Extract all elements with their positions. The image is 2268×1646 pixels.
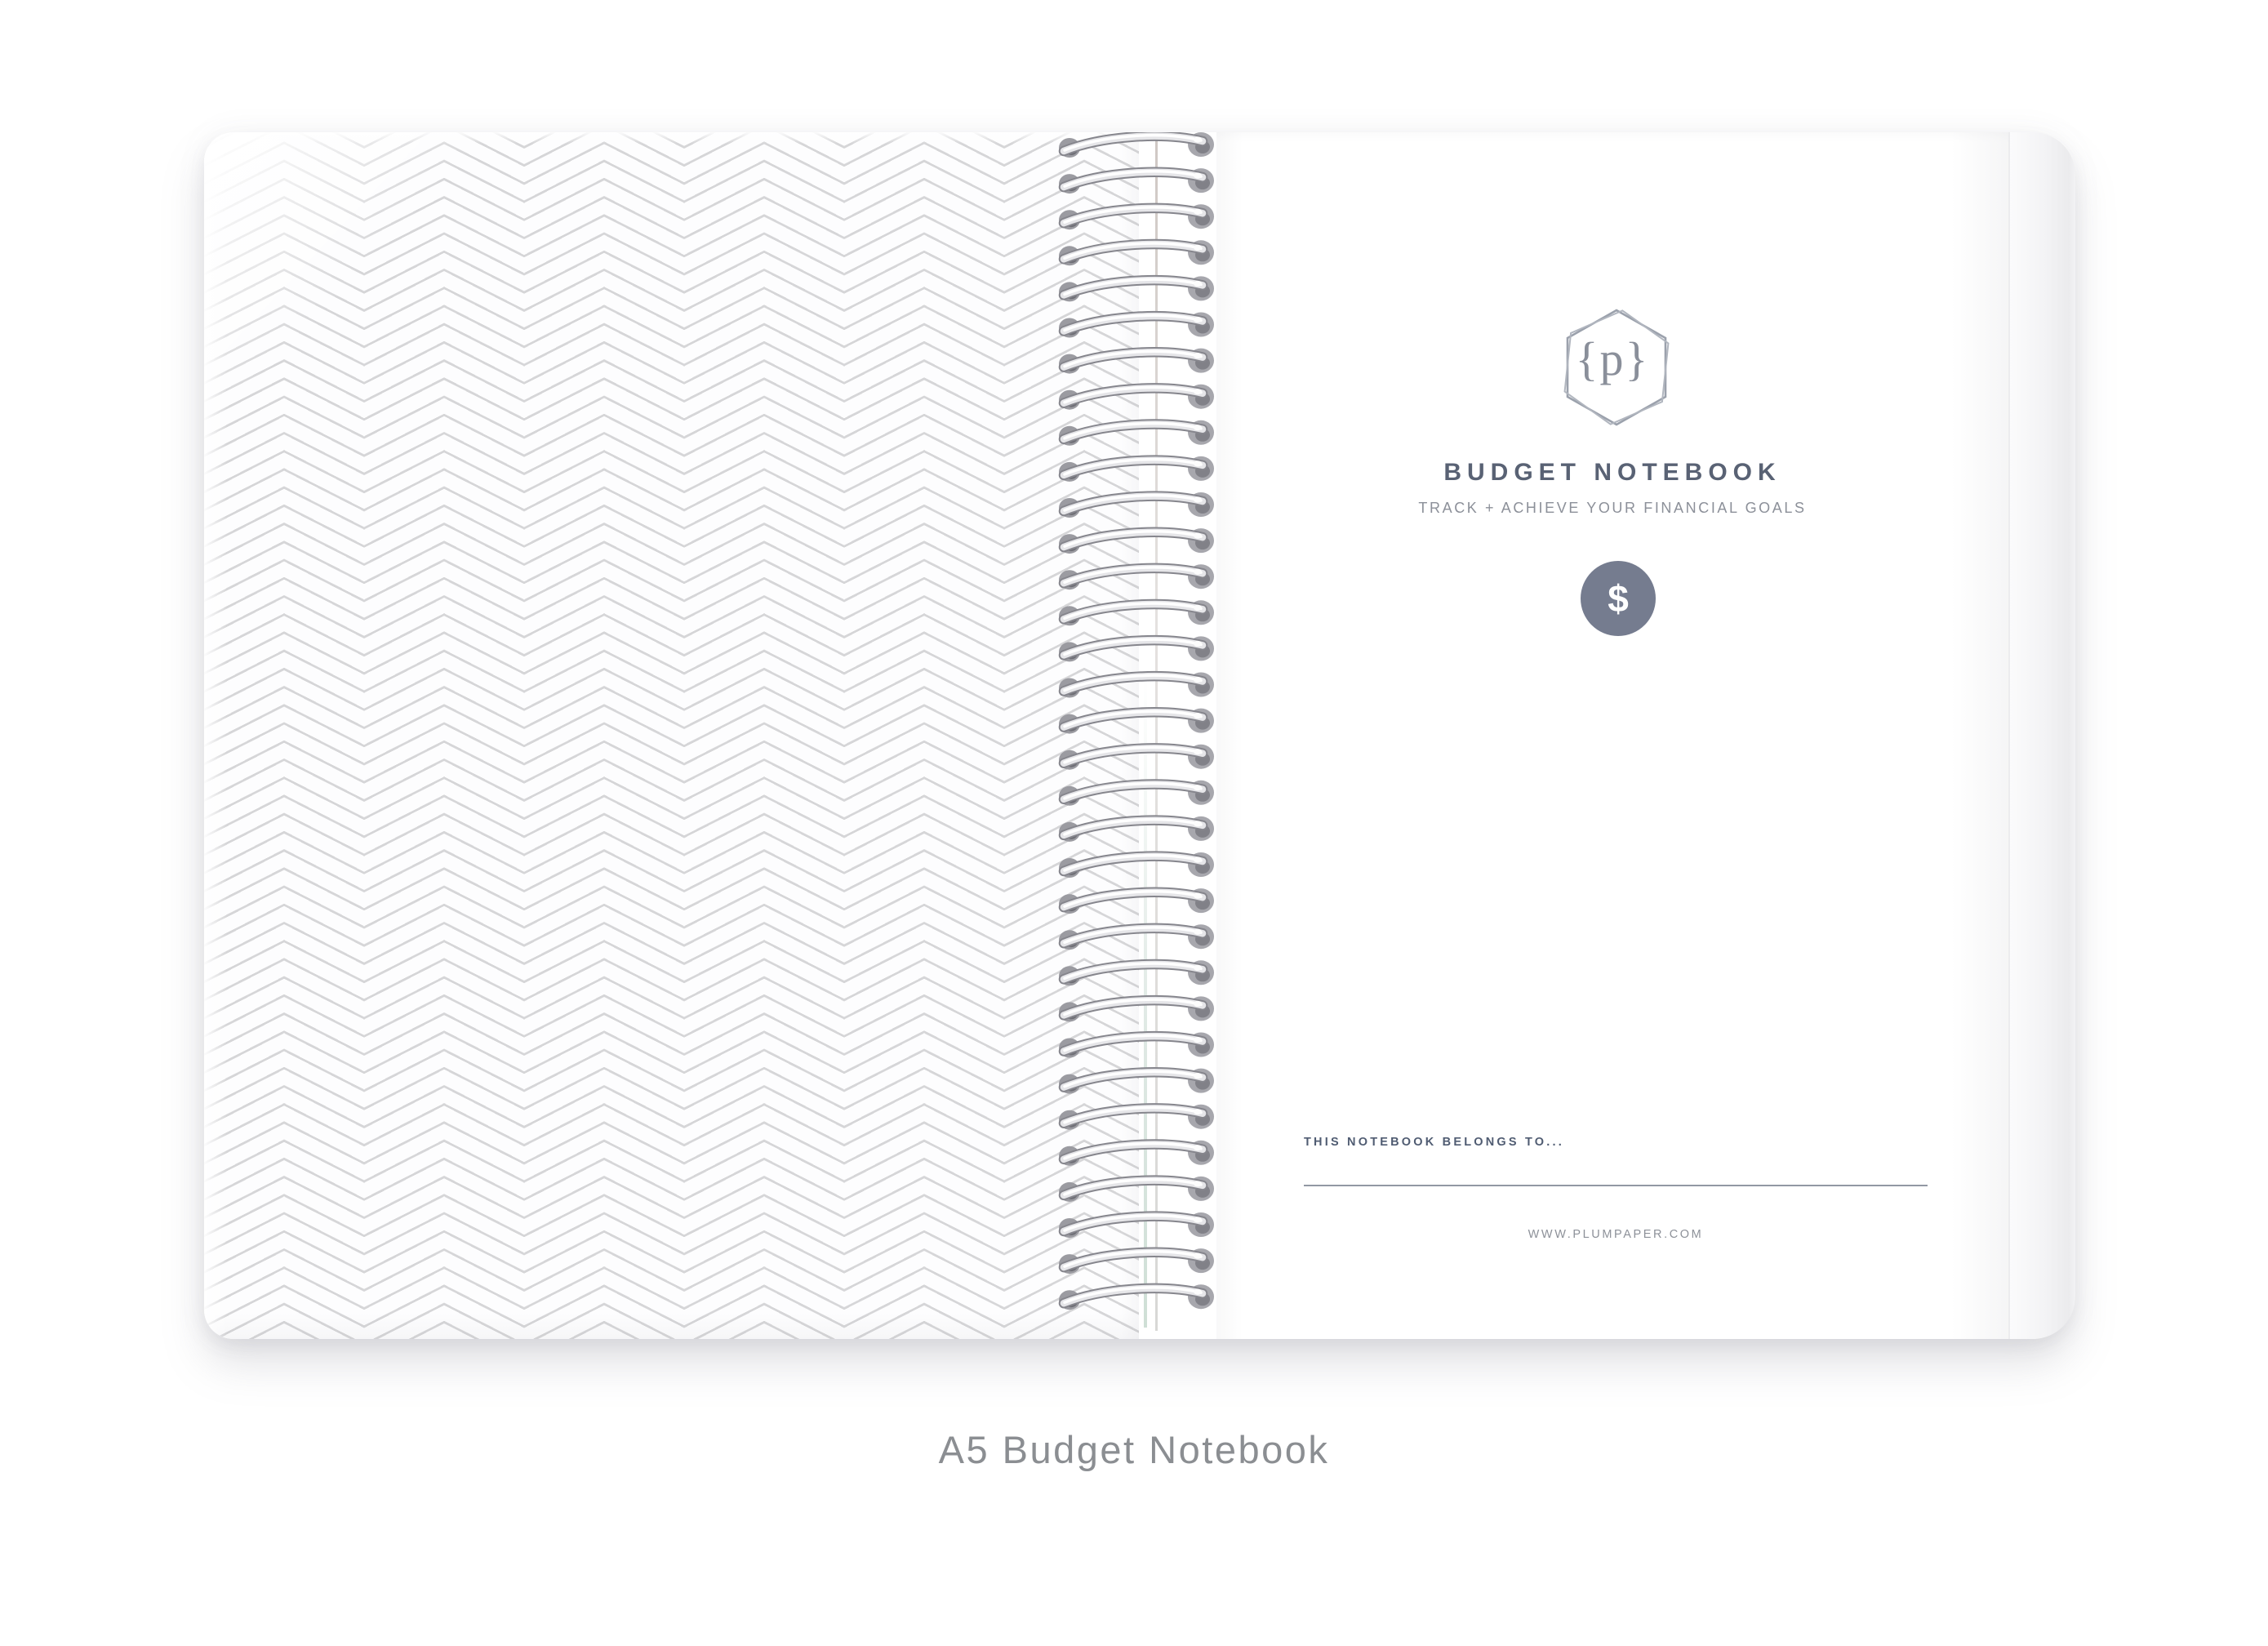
- coil-loop: [1058, 1031, 1214, 1058]
- coil-loop: [1058, 994, 1214, 1022]
- coil-loop: [1058, 634, 1214, 662]
- coil-loop: [1058, 923, 1214, 950]
- coil-loop: [1058, 455, 1214, 482]
- dollar-badge-icon: $: [1581, 561, 1656, 636]
- coil-loop: [1058, 491, 1214, 518]
- coil-loop: [1058, 779, 1214, 806]
- title-page: {p} BUDGET NOTEBOOK TRACK + ACHIEVE YOUR…: [1216, 132, 2008, 1339]
- coil-loop: [1058, 311, 1214, 338]
- signature-line: [1304, 1185, 1928, 1186]
- herringbone-column: [444, 132, 524, 1339]
- coil-loop: [1058, 598, 1214, 626]
- coil-loop: [1058, 1211, 1214, 1238]
- coil-loop: [1058, 887, 1214, 914]
- coil-loop: [1058, 527, 1214, 554]
- page-edge-line: [1155, 140, 1158, 1331]
- coil-loop: [1058, 1247, 1214, 1275]
- herringbone-column: [364, 132, 444, 1339]
- dollar-symbol: $: [1608, 577, 1629, 620]
- website-url: WWW.PLUMPAPER.COM: [1528, 1228, 1704, 1241]
- product-caption: A5 Budget Notebook: [938, 1428, 1330, 1471]
- notebook: {p} BUDGET NOTEBOOK TRACK + ACHIEVE YOUR…: [204, 132, 2075, 1339]
- left-cover: [204, 132, 1139, 1339]
- coil-loop: [1058, 851, 1214, 878]
- coil-loop: [1058, 419, 1214, 446]
- coil-loop: [1058, 1283, 1214, 1310]
- herringbone-pattern: [204, 132, 1139, 1339]
- coil-loop: [1058, 1139, 1214, 1166]
- coil-loop: [1058, 383, 1214, 410]
- coil-loop: [1058, 132, 1214, 158]
- coil-loop: [1058, 238, 1214, 266]
- coil-loop: [1058, 743, 1214, 770]
- coil-loop: [1058, 167, 1214, 194]
- hexagon-logo-icon: [1563, 309, 1670, 426]
- herringbone-column: [924, 132, 1004, 1339]
- coil-loop: [1058, 274, 1214, 302]
- herringbone-column: [284, 132, 364, 1339]
- herringbone-column: [684, 132, 764, 1339]
- coil-loop: [1058, 563, 1214, 590]
- coil-loop: [1058, 707, 1214, 734]
- coil-loop: [1058, 347, 1214, 374]
- cover-subtitle: TRACK + ACHIEVE YOUR FINANCIAL GOALS: [1418, 500, 1807, 516]
- coil-loop: [1058, 959, 1214, 986]
- herringbone-column: [1084, 132, 1139, 1339]
- logo-monogram: {p}: [1575, 332, 1650, 385]
- coil-loop: [1058, 1103, 1214, 1130]
- back-cover-edge: [2008, 132, 2075, 1339]
- herringbone-column: [764, 132, 844, 1339]
- herringbone-column: [844, 132, 924, 1339]
- coil-loop: [1058, 202, 1214, 230]
- cover-title: BUDGET NOTEBOOK: [1443, 459, 1781, 486]
- belongs-to-label: THIS NOTEBOOK BELONGS TO...: [1304, 1136, 1564, 1149]
- coil-loop: [1058, 1175, 1214, 1202]
- herringbone-column: [204, 132, 284, 1339]
- coil-loop: [1058, 671, 1214, 698]
- coil-loop: [1058, 815, 1214, 842]
- herringbone-column: [524, 132, 604, 1339]
- coil-loop: [1058, 1067, 1214, 1094]
- spiral-coil: [1056, 132, 1219, 1339]
- herringbone-column: [604, 132, 684, 1339]
